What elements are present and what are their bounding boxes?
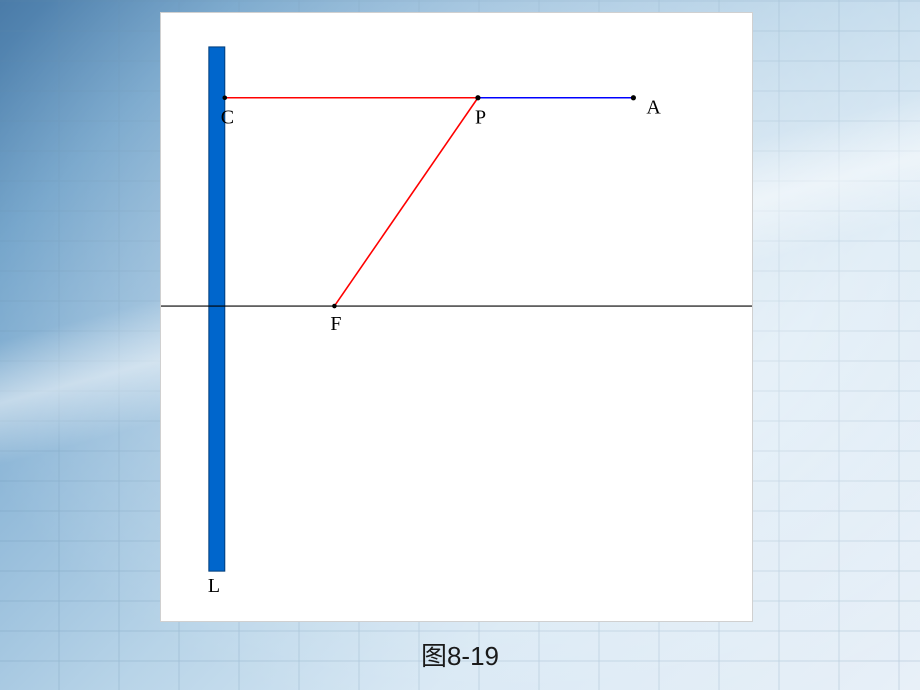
label-F: F [330,313,341,335]
diagram-panel: C P A F L [160,12,753,622]
optics-diagram: C P A F L [161,13,752,621]
point-A [631,95,636,100]
point-C [222,95,227,100]
ray-P-F [334,98,478,306]
label-P: P [475,107,486,129]
caption-text: 图8-19 [421,641,499,671]
label-L: L [208,575,220,597]
label-C: C [221,107,234,129]
figure-caption: 图8-19 [0,636,920,673]
point-F [332,304,337,309]
label-A: A [646,97,661,119]
point-P [475,95,480,100]
